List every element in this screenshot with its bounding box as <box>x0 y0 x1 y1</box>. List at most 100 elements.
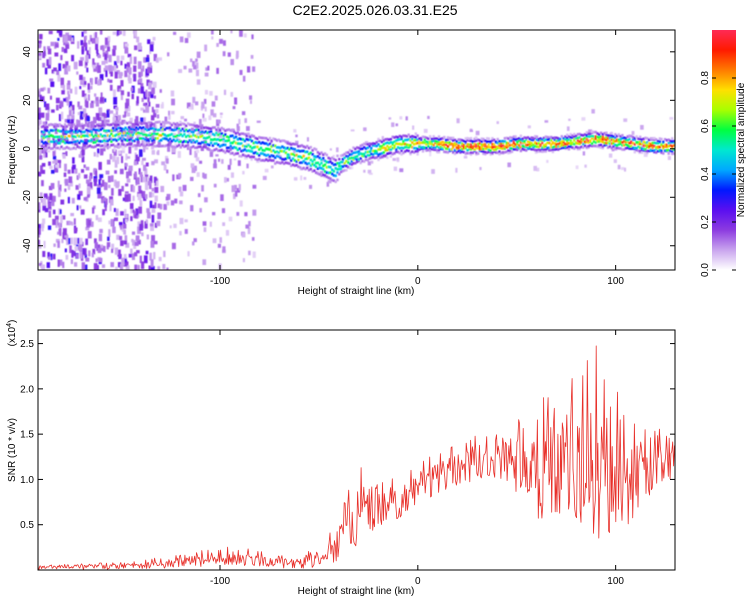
spectrogram-cell-1745 <box>199 145 202 148</box>
spectrogram-cell-815 <box>151 161 155 166</box>
spectrogram-cell-1053 <box>236 50 239 58</box>
spectrogram-cell-774 <box>129 139 132 143</box>
spectrogram-cell-2864 <box>576 136 580 140</box>
spectrogram-cell-1417 <box>81 134 85 138</box>
spectrogram-cell-2470 <box>450 142 453 146</box>
spectrogram-cell-2656 <box>509 149 512 153</box>
spectrogram-cell-1851 <box>236 148 239 152</box>
spectrogram-cell-1437 <box>88 133 92 137</box>
spectrogram-cell-2157 <box>345 159 348 163</box>
spectrogram-cell-1970 <box>279 161 282 165</box>
spectrogram-cell-2938 <box>601 146 604 150</box>
spectrogram-cell-2179 <box>352 146 355 149</box>
spectrogram-cell-2841 <box>569 139 572 142</box>
spectrogram-cell-2242 <box>375 149 378 153</box>
spectrogram-cell-1394 <box>72 123 76 126</box>
spectrogram-cell-2793 <box>553 145 556 148</box>
spectrogram-cell-132 <box>38 44 41 49</box>
spectrogram-cell-2500 <box>460 150 464 153</box>
spectrogram-cell-1593 <box>144 127 147 131</box>
spectrogram-cell-2754 <box>541 147 544 151</box>
spectrogram-cell-903 <box>163 164 167 171</box>
spectrogram-cell-2617 <box>496 151 499 155</box>
spectrogram-cell-997 <box>232 106 236 110</box>
spectrogram-cell-1341 <box>55 139 58 143</box>
spectrogram-cell-214 <box>117 115 121 121</box>
spectrogram-cell-1362 <box>62 136 65 139</box>
spectrogram-cell-21 <box>107 36 111 43</box>
spectrogram-cell-322 <box>101 264 106 268</box>
spectrogram-cell-2710 <box>526 143 530 147</box>
spectrogram-cell-1343 <box>55 128 58 132</box>
spectrogram-y-tick-label-4: 40 <box>22 46 33 58</box>
spectrogram-cell-371 <box>47 196 50 204</box>
spectrogram-cell-1011 <box>250 55 254 59</box>
spectrogram-cell-1258 <box>546 159 549 163</box>
spectrogram-cell-1332 <box>51 134 54 138</box>
spectrogram-cell-2513 <box>464 145 467 149</box>
spectrogram-cell-3123 <box>660 137 663 141</box>
spectrogram-cell-2565 <box>480 147 483 151</box>
spectrogram-cell-528 <box>126 112 131 117</box>
spectrogram-cell-1396 <box>74 140 77 144</box>
spectrogram-cell-2562 <box>478 142 482 145</box>
spectrogram-cell-943 <box>184 219 188 223</box>
spectrogram-cell-304 <box>153 124 156 131</box>
spectrogram-cell-817 <box>67 196 70 204</box>
spectrogram-cell-991 <box>171 98 175 106</box>
spectrogram-cell-1997 <box>288 153 291 157</box>
spectrogram-cell-1468 <box>99 128 102 131</box>
spectrogram-cell-2823 <box>564 145 567 148</box>
spectrogram-cell-574 <box>105 170 110 175</box>
spectrogram-cell-938 <box>227 52 231 57</box>
spectrogram-cell-1578 <box>138 126 142 129</box>
spectrogram-cell-1361 <box>62 140 65 143</box>
spectrogram-cell-1391 <box>72 140 76 144</box>
spectrogram-cell-1579 <box>138 121 142 125</box>
spectrogram-cell-2265 <box>382 143 385 146</box>
spectrogram-cell-635 <box>124 214 128 219</box>
spectrogram-cell-1414 <box>79 124 83 128</box>
spectrogram-cell-654 <box>43 193 48 200</box>
spectrogram-frame <box>37 29 676 271</box>
spectrogram-cell-2530 <box>469 151 473 154</box>
spectrogram-cell-1356 <box>60 139 63 143</box>
spectrogram-cell-2935 <box>599 137 603 140</box>
spectrogram-cell-393 <box>139 172 143 177</box>
spectrogram-cell-754 <box>57 259 60 267</box>
spectrogram-cell-1749 <box>199 123 202 126</box>
spectrogram-cell-167 <box>144 182 149 191</box>
spectrogram-cell-2024 <box>297 145 300 148</box>
spectrogram-cell-343 <box>137 264 140 270</box>
spectrogram-cell-827 <box>106 242 111 248</box>
spectrogram-cell-2081 <box>318 166 321 170</box>
spectrogram-cell-728 <box>63 35 68 43</box>
spectrogram-cell-2986 <box>615 134 619 138</box>
spectrogram-cell-245 <box>120 211 124 216</box>
spectrogram-cell-2987 <box>617 147 620 150</box>
spectrogram-cell-2151 <box>343 164 346 167</box>
spectrogram-cell-2 <box>126 105 131 112</box>
spectrogram-cell-2761 <box>542 145 546 149</box>
spectrogram-cell-129 <box>89 182 93 189</box>
spectrogram-cell-2967 <box>610 138 613 142</box>
spectrogram-cell-2792 <box>553 148 556 151</box>
spectrogram-cell-278 <box>56 104 59 111</box>
spectrogram-cell-2369 <box>418 145 421 148</box>
spectrogram-cell-1099 <box>207 65 210 71</box>
spectrogram-cell-1315 <box>46 147 49 150</box>
spectrogram-cell-2645 <box>505 146 508 149</box>
spectrogram-cell-598 <box>51 198 55 207</box>
spectrogram-cell-2950 <box>605 142 608 145</box>
spectrogram-cell-2904 <box>589 132 592 136</box>
snr-frame <box>37 329 676 571</box>
spectrogram-cell-2188 <box>355 150 359 154</box>
spectrogram-cell-1626 <box>156 137 159 140</box>
spectrogram-cell-1963 <box>275 146 279 149</box>
spectrogram-cell-2311 <box>398 142 401 146</box>
spectrogram-cell-3092 <box>651 146 654 150</box>
spectrogram-cell-2086 <box>320 167 323 170</box>
spectrogram-cell-3034 <box>633 150 636 154</box>
spectrogram-cell-715 <box>58 30 63 36</box>
spectrogram-cell-2890 <box>585 137 588 141</box>
